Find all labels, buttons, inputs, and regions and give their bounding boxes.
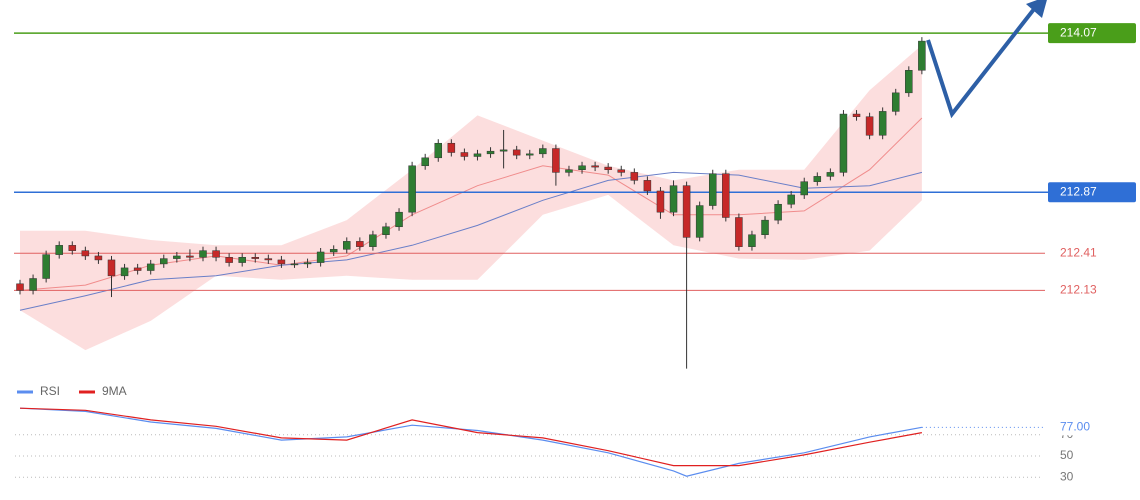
level-label-box (1048, 182, 1136, 203)
candle-body (578, 165, 586, 170)
candle-body (905, 70, 913, 94)
candle-body (264, 258, 273, 261)
candle-body (787, 194, 795, 205)
label-layer: 214.07212.87212.41212.13305070RSI77.009M… (17, 23, 1136, 483)
candle-body (160, 258, 168, 265)
series-line (19, 407, 923, 467)
candle-body (604, 166, 612, 170)
candle-body (735, 217, 743, 247)
candle-body (722, 173, 730, 218)
series-line (19, 407, 923, 477)
band-layer (14, 32, 1048, 478)
candle-body (813, 176, 822, 182)
level-label: 212.13 (1060, 283, 1097, 297)
last-value-label: 77.00 (1060, 419, 1090, 433)
candle-body (695, 205, 704, 238)
candle-body (251, 257, 260, 259)
candle-body (499, 149, 508, 152)
candle-body (852, 113, 861, 117)
candle-body (891, 92, 900, 112)
candle-body (918, 40, 926, 71)
candle-body (512, 149, 521, 156)
candle-body (133, 267, 142, 271)
forecast-arrow (926, 2, 1040, 119)
candle-body (591, 165, 599, 168)
bollinger-band-fill (20, 45, 922, 351)
candle-body (343, 241, 351, 250)
candle-body (643, 180, 652, 192)
moving-average-line (19, 171, 923, 311)
level-label: 212.87 (1060, 184, 1097, 198)
candle-body (800, 181, 808, 196)
candle-body (107, 259, 116, 277)
candle-body (81, 250, 90, 257)
forecast-arrowhead (1026, 0, 1047, 18)
candle-body (42, 254, 50, 279)
candle-body (395, 211, 403, 228)
last-value-bg (1052, 419, 1102, 436)
legend-label: RSI (40, 384, 60, 398)
candle-body (878, 111, 887, 136)
candle-body (316, 251, 325, 263)
candle-body (68, 245, 77, 251)
candle-body (16, 283, 24, 291)
candle-body (434, 142, 443, 159)
candle-body (826, 172, 835, 177)
candle-body (630, 172, 639, 181)
y-tick-label: 30 (1060, 469, 1074, 483)
candle-body (460, 152, 469, 157)
candle-body (408, 165, 416, 213)
candle-body (329, 249, 338, 253)
candle-body (120, 267, 129, 277)
candle-body (447, 142, 456, 153)
candle-body (617, 169, 625, 173)
candle-body (761, 219, 769, 235)
candle-body (225, 257, 233, 263)
candle-body (199, 250, 207, 258)
candle-body (186, 255, 194, 258)
candle-body (55, 245, 63, 255)
candle-body (29, 278, 37, 291)
candle-body (94, 255, 103, 261)
level-label-box (1048, 23, 1136, 44)
candle-body (865, 116, 874, 136)
candle-body (708, 173, 717, 206)
candle-body (382, 226, 390, 235)
candle-body (565, 169, 573, 173)
candle-body (774, 203, 782, 221)
level-label: 214.07 (1060, 25, 1097, 39)
legend-label: 9MA (102, 384, 127, 398)
candle-body (290, 263, 299, 266)
candle-body (173, 255, 181, 259)
y-tick-label: 50 (1060, 448, 1074, 462)
candle-body (486, 150, 495, 155)
candle-body (356, 241, 364, 247)
candle-body (303, 262, 312, 265)
candle-body (682, 185, 691, 238)
candle-body (146, 263, 155, 271)
level-label: 212.41 (1060, 245, 1097, 259)
candle-body (669, 185, 678, 213)
candle-body (369, 234, 377, 247)
candle-body (839, 113, 848, 173)
candle-body (277, 259, 286, 265)
candle-body (421, 157, 429, 167)
main-layer (16, 37, 926, 477)
candle-body (552, 148, 560, 173)
moving-average-line (19, 117, 923, 291)
candle-body (473, 153, 482, 157)
candle-body (656, 190, 665, 213)
candle-body (526, 153, 534, 156)
candle-body (238, 257, 246, 263)
candle-body (539, 148, 547, 155)
candle-body (212, 250, 220, 258)
candle-body (748, 234, 756, 247)
